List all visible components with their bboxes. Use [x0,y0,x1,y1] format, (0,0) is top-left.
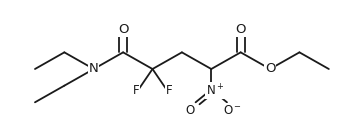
Text: O$^-$: O$^-$ [223,104,242,117]
Text: F: F [166,84,172,97]
Text: O: O [265,63,275,75]
Text: O: O [118,23,129,36]
Text: O: O [185,104,194,117]
Text: O: O [235,23,246,36]
Text: N$^+$: N$^+$ [206,83,224,98]
Text: F: F [132,84,139,97]
Text: N: N [89,63,99,75]
